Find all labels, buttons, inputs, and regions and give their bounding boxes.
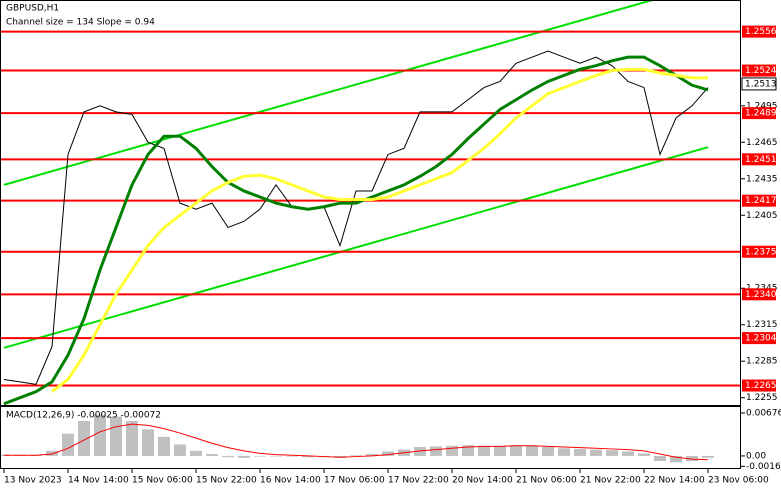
y-tick-label: 1.2435 xyxy=(746,174,778,184)
level-label: 1.2417 xyxy=(745,196,777,206)
macd-bar xyxy=(190,450,202,456)
macd-bar xyxy=(574,448,586,456)
macd-title: MACD(12,26,9) -0.00025 -0.00072 xyxy=(6,411,161,421)
macd-bar xyxy=(382,451,394,456)
macd-bar xyxy=(606,450,618,456)
level-label-bg xyxy=(742,153,776,166)
macd-signal xyxy=(4,423,709,461)
x-tick-label: 21 Nov 06:00 xyxy=(516,476,577,486)
level-label: 1.2451 xyxy=(745,155,777,165)
macd-bar xyxy=(142,429,154,456)
macd-bar xyxy=(302,455,314,458)
level-label: 1.2375 xyxy=(745,247,777,257)
macd-bar xyxy=(62,433,74,456)
y-tick-label: 1.2315 xyxy=(746,320,778,330)
macd-bar xyxy=(270,455,282,457)
y-tick-label: 1.2255 xyxy=(746,393,778,403)
macd-bar xyxy=(670,455,682,463)
macd-bar xyxy=(222,455,234,458)
y-tick-label: 1.2285 xyxy=(746,357,778,367)
y-tick-label: 1.2465 xyxy=(746,138,778,148)
level-label: 1.2265 xyxy=(745,381,777,391)
chart-subtitle: Channel size = 134 Slope = 0.94 xyxy=(6,18,155,28)
macd-bar xyxy=(286,455,298,457)
level-label-bg xyxy=(742,332,776,345)
main-pane xyxy=(0,0,741,406)
level-label: 1.2524 xyxy=(745,66,777,76)
macd-bar xyxy=(430,446,442,456)
axes: 1.24951.24651.24351.24051.23451.23151.22… xyxy=(3,25,781,486)
y-tick-label: -0.00164 xyxy=(746,462,781,472)
macd-bar xyxy=(110,416,122,456)
level-label: 1.2340 xyxy=(745,290,777,300)
level-label-bg xyxy=(742,64,776,77)
channel-line xyxy=(3,1,653,186)
macd-bar xyxy=(542,447,554,456)
x-tick-label: 17 Nov 22:00 xyxy=(388,476,449,486)
y-tick-label: 1.2405 xyxy=(746,211,778,221)
y-tick-label: 0.00676 xyxy=(746,408,781,418)
macd-bar xyxy=(622,451,634,456)
level-label-bg xyxy=(742,288,776,301)
level-label-bg xyxy=(742,379,776,392)
x-tick-label: 22 Nov 14:00 xyxy=(644,476,705,486)
chart-title: GBPUSD,H1 xyxy=(6,4,59,14)
macd-bar xyxy=(558,448,570,456)
x-tick-label: 17 Nov 06:00 xyxy=(324,476,385,486)
macd-bar xyxy=(206,454,218,456)
macd-bar xyxy=(174,444,186,456)
macd-bar xyxy=(78,420,90,456)
moving-average xyxy=(51,67,708,393)
macd-bar xyxy=(238,455,250,458)
level-label-bg xyxy=(742,107,776,120)
macd-bar xyxy=(686,455,698,462)
macd-plot xyxy=(1,414,714,463)
level-label: 1.2304 xyxy=(745,334,777,344)
macd-bar xyxy=(462,445,474,456)
macd-bar xyxy=(350,455,362,456)
macd-bar xyxy=(702,455,714,458)
macd-bar xyxy=(478,445,490,456)
x-tick-label: 15 Nov 22:00 xyxy=(196,476,257,486)
macd-pane xyxy=(0,406,741,469)
macd-bar xyxy=(366,454,378,456)
channel-line xyxy=(3,146,709,349)
macd-bar xyxy=(590,449,602,456)
level-label-bg xyxy=(742,245,776,258)
price-line xyxy=(3,50,709,385)
x-tick-label: 15 Nov 06:00 xyxy=(132,476,193,486)
level-label: 1.2556 xyxy=(745,27,777,37)
macd-bar xyxy=(126,420,138,456)
main-plot xyxy=(1,1,740,405)
macd-bar xyxy=(414,447,426,456)
x-tick-label: 23 Nov 06:00 xyxy=(708,476,769,486)
x-tick-label: 13 Nov 2023 xyxy=(4,476,62,486)
x-tick-label: 16 Nov 14:00 xyxy=(260,476,321,486)
macd-bar xyxy=(638,453,650,456)
macd-bar xyxy=(654,455,666,462)
level-label: 1.2489 xyxy=(745,109,777,119)
macd-bar xyxy=(446,445,458,456)
x-tick-label: 21 Nov 22:00 xyxy=(580,476,641,486)
level-label-bg xyxy=(742,194,776,207)
current-price-bg xyxy=(741,77,777,91)
y-tick-label: 1.2495 xyxy=(746,101,778,111)
x-tick-label: 20 Nov 14:00 xyxy=(452,476,513,486)
level-label-bg xyxy=(742,25,776,38)
macd-bar xyxy=(158,436,170,456)
current-price-label: 1.2513 xyxy=(745,79,777,89)
macd-bar xyxy=(254,455,266,457)
macd-bar xyxy=(526,445,538,456)
macd-bar xyxy=(510,445,522,456)
macd-bar xyxy=(494,445,506,456)
x-tick-label: 14 Nov 14:00 xyxy=(68,476,129,486)
moving-average xyxy=(3,55,709,405)
macd-bar xyxy=(94,414,106,456)
macd-bar xyxy=(46,450,58,456)
y-tick-label: 0.00 xyxy=(746,451,766,461)
